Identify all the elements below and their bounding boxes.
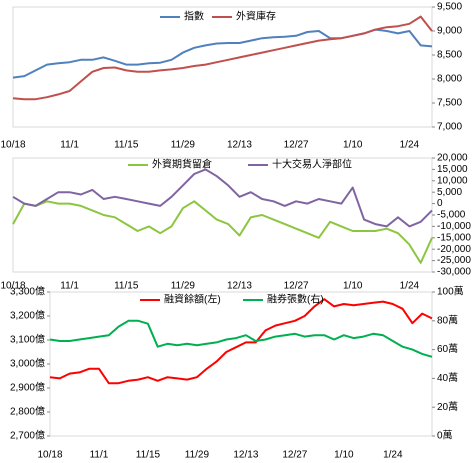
x-tick-label: 12/13 xyxy=(227,281,252,292)
y-tick-label: 0 xyxy=(437,198,443,209)
y-tick-label: 15,000 xyxy=(437,164,468,175)
x-tick-label: 10/18 xyxy=(37,450,62,461)
x-tick-label: 1/10 xyxy=(343,281,363,292)
x-tick-label: 12/27 xyxy=(282,450,307,461)
x-tick-label: 12/13 xyxy=(233,450,258,461)
y-tick-label: 20萬 xyxy=(437,400,458,413)
x-tick-label: 11/29 xyxy=(171,140,196,151)
y-tick-label: 9,500 xyxy=(437,2,462,13)
y-tick-label: 60萬 xyxy=(437,342,458,355)
series-line xyxy=(12,200,433,264)
x-tick-label: 12/27 xyxy=(284,140,309,151)
x-tick-label: 11/29 xyxy=(171,281,196,292)
series-line xyxy=(12,168,433,228)
x-tick-label: 1/24 xyxy=(400,281,420,292)
y-tick-label: 7,000 xyxy=(437,122,462,133)
y-tick-label: 3,200億 xyxy=(10,309,45,322)
x-tick-label: 10/18 xyxy=(0,281,25,292)
y-tick-label: 3,100億 xyxy=(10,333,45,346)
x-tick-label: 11/29 xyxy=(185,450,210,461)
y-tick-label: 20,000 xyxy=(437,153,468,164)
legend-label: 外資期貨留倉 xyxy=(152,158,212,171)
x-tick-label: 12/13 xyxy=(227,140,252,151)
y-tick-label: 8,000 xyxy=(437,74,462,85)
x-tick-label: 11/15 xyxy=(114,281,139,292)
x-tick-label: 1/24 xyxy=(400,140,420,151)
x-tick-label: 10/18 xyxy=(0,140,25,151)
series-line xyxy=(49,319,433,358)
y-tick-label: 8,500 xyxy=(437,50,462,61)
plot-area xyxy=(12,6,433,128)
y-tick-label: 2,800億 xyxy=(10,405,45,418)
series-line xyxy=(12,28,433,79)
plot-area xyxy=(12,157,433,273)
x-tick-label: 11/1 xyxy=(60,140,79,151)
y-tick-label: 9,000 xyxy=(437,26,462,37)
y-tick-label: -20,000 xyxy=(437,244,471,255)
legend-label: 指數 xyxy=(184,10,204,23)
y-tick-label: -25,000 xyxy=(437,255,471,266)
y-tick-label: -5,000 xyxy=(437,210,466,221)
y-tick-label: 0萬 xyxy=(437,429,453,442)
x-tick-label: 1/10 xyxy=(343,140,363,151)
x-tick-label: 1/10 xyxy=(334,450,354,461)
x-tick-label: 11/15 xyxy=(114,140,139,151)
series-line xyxy=(49,298,433,385)
x-tick-label: 11/15 xyxy=(136,450,161,461)
x-tick-label: 1/24 xyxy=(383,450,403,461)
y-tick-label: -30,000 xyxy=(437,267,471,278)
legend-label: 融資餘額(左) xyxy=(164,293,221,306)
plot-area xyxy=(49,291,433,437)
y-tick-label: 3,000億 xyxy=(10,357,45,370)
series-line xyxy=(12,15,433,101)
y-tick-label: 5,000 xyxy=(437,187,462,198)
y-tick-label: 40萬 xyxy=(437,371,458,384)
x-tick-label: 11/1 xyxy=(60,281,79,292)
y-tick-label: 80萬 xyxy=(437,313,458,326)
x-tick-label: 11/1 xyxy=(90,450,109,461)
legend-label: 外資庫存 xyxy=(236,10,276,23)
y-tick-label: 10,000 xyxy=(437,175,468,186)
y-tick-label: -15,000 xyxy=(437,232,471,243)
y-tick-label: -10,000 xyxy=(437,221,471,232)
y-tick-label: 2,700億 xyxy=(10,429,45,442)
x-tick-label: 12/27 xyxy=(284,281,309,292)
y-tick-label: 7,500 xyxy=(437,98,462,109)
y-tick-label: 3,300億 xyxy=(10,285,45,298)
legend-label: 十大交易人淨部位 xyxy=(272,158,352,171)
legend-label: 融券張數(右) xyxy=(267,293,324,306)
y-tick-label: 2,900億 xyxy=(10,381,45,394)
y-tick-label: 100萬 xyxy=(437,285,464,298)
